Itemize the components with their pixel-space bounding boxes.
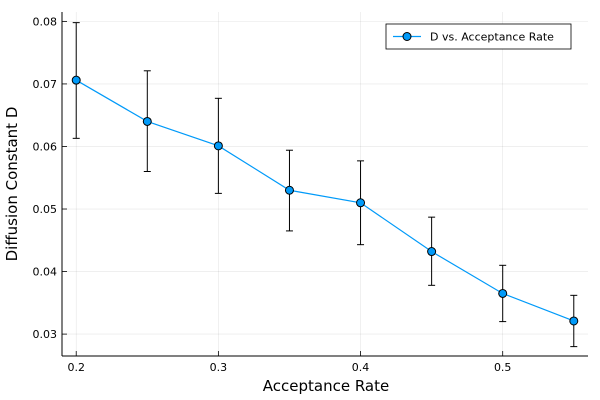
legend: D vs. Acceptance Rate: [385, 23, 572, 50]
y-tick-label: 0.07: [33, 78, 58, 91]
x-tick-label: 0.4: [352, 361, 370, 374]
grid: [62, 12, 588, 356]
y-tick-label: 0.03: [33, 328, 58, 341]
legend-label: D vs. Acceptance Rate: [430, 31, 554, 44]
data-point: [71, 75, 81, 85]
x-tick-label: 0.2: [67, 361, 85, 374]
data-point: [569, 316, 579, 326]
series: [71, 22, 579, 348]
y-axis-title: Diffusion Constant D: [3, 107, 21, 262]
data-point: [284, 185, 294, 195]
y-tick-label: 0.05: [33, 203, 58, 216]
data-point: [356, 198, 366, 208]
y-tick-label: 0.08: [33, 15, 58, 28]
y-tick-label: 0.06: [33, 140, 58, 153]
x-tick-label: 0.3: [210, 361, 228, 374]
axes: [61, 12, 588, 357]
y-tick-label: 0.04: [33, 266, 58, 279]
data-point: [498, 288, 508, 298]
x-axis-title: Acceptance Rate: [263, 377, 389, 395]
data-point: [427, 247, 437, 257]
series-line: [75, 79, 575, 322]
x-tick-label: 0.5: [494, 361, 512, 374]
data-point: [142, 116, 152, 126]
data-point: [213, 141, 223, 151]
legend-marker: [402, 32, 412, 41]
ticks: 0.2 0.3 0.4 0.5 0.03 0.04 0.05 0.06 0.07 0.08: [33, 15, 512, 374]
